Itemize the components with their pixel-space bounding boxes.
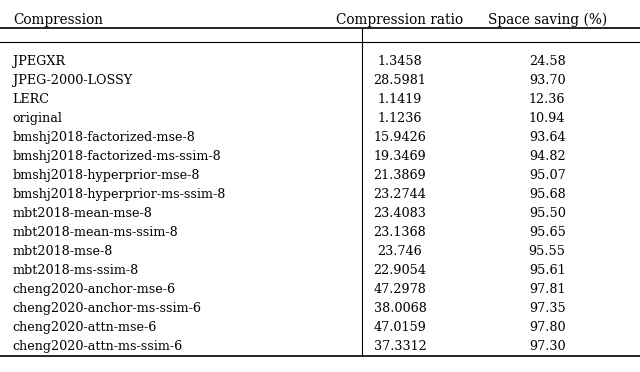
Text: Space saving (%): Space saving (%) xyxy=(488,13,607,28)
Text: 38.0068: 38.0068 xyxy=(374,302,426,315)
Text: 37.3312: 37.3312 xyxy=(374,340,426,353)
Text: LERC: LERC xyxy=(13,93,50,106)
Text: cheng2020-attn-mse-6: cheng2020-attn-mse-6 xyxy=(13,321,157,334)
Text: 22.9054: 22.9054 xyxy=(374,264,426,277)
Text: 10.94: 10.94 xyxy=(529,112,566,125)
Text: JPEG-2000-LOSSY: JPEG-2000-LOSSY xyxy=(13,74,132,87)
Text: mbt2018-ms-ssim-8: mbt2018-ms-ssim-8 xyxy=(13,264,139,277)
Text: 47.2978: 47.2978 xyxy=(374,283,426,296)
Text: 93.70: 93.70 xyxy=(529,74,566,87)
Text: 24.58: 24.58 xyxy=(529,55,566,68)
Text: 93.64: 93.64 xyxy=(529,131,566,144)
Text: 95.50: 95.50 xyxy=(529,207,566,220)
Text: 94.82: 94.82 xyxy=(529,150,566,163)
Text: Compression: Compression xyxy=(13,13,103,27)
Text: bmshj2018-factorized-ms-ssim-8: bmshj2018-factorized-ms-ssim-8 xyxy=(13,150,221,163)
Text: Compression ratio: Compression ratio xyxy=(337,13,463,27)
Text: 97.80: 97.80 xyxy=(529,321,566,334)
Text: 19.3469: 19.3469 xyxy=(374,150,426,163)
Text: 21.3869: 21.3869 xyxy=(374,169,426,182)
Text: cheng2020-attn-ms-ssim-6: cheng2020-attn-ms-ssim-6 xyxy=(13,340,183,353)
Text: bmshj2018-factorized-mse-8: bmshj2018-factorized-mse-8 xyxy=(13,131,196,144)
Text: 23.746: 23.746 xyxy=(378,245,422,258)
Text: cheng2020-anchor-ms-ssim-6: cheng2020-anchor-ms-ssim-6 xyxy=(13,302,202,315)
Text: 95.55: 95.55 xyxy=(529,245,566,258)
Text: original: original xyxy=(13,112,63,125)
Text: 23.2744: 23.2744 xyxy=(374,188,426,201)
Text: mbt2018-mse-8: mbt2018-mse-8 xyxy=(13,245,113,258)
Text: 1.3458: 1.3458 xyxy=(378,55,422,68)
Text: 15.9426: 15.9426 xyxy=(374,131,426,144)
Text: cheng2020-anchor-mse-6: cheng2020-anchor-mse-6 xyxy=(13,283,176,296)
Text: 1.1419: 1.1419 xyxy=(378,93,422,106)
Text: 23.4083: 23.4083 xyxy=(374,207,426,220)
Text: 28.5981: 28.5981 xyxy=(374,74,426,87)
Text: bmshj2018-hyperprior-ms-ssim-8: bmshj2018-hyperprior-ms-ssim-8 xyxy=(13,188,226,201)
Text: bmshj2018-hyperprior-mse-8: bmshj2018-hyperprior-mse-8 xyxy=(13,169,200,182)
Text: JPEGXR: JPEGXR xyxy=(13,55,65,68)
Text: 23.1368: 23.1368 xyxy=(374,226,426,239)
Text: 1.1236: 1.1236 xyxy=(378,112,422,125)
Text: 97.35: 97.35 xyxy=(529,302,566,315)
Text: 97.81: 97.81 xyxy=(529,283,566,296)
Text: 95.65: 95.65 xyxy=(529,226,566,239)
Text: 95.61: 95.61 xyxy=(529,264,566,277)
Text: 95.07: 95.07 xyxy=(529,169,566,182)
Text: 12.36: 12.36 xyxy=(529,93,566,106)
Text: 97.30: 97.30 xyxy=(529,340,566,353)
Text: 95.68: 95.68 xyxy=(529,188,566,201)
Text: mbt2018-mean-mse-8: mbt2018-mean-mse-8 xyxy=(13,207,153,220)
Text: 47.0159: 47.0159 xyxy=(374,321,426,334)
Text: mbt2018-mean-ms-ssim-8: mbt2018-mean-ms-ssim-8 xyxy=(13,226,179,239)
